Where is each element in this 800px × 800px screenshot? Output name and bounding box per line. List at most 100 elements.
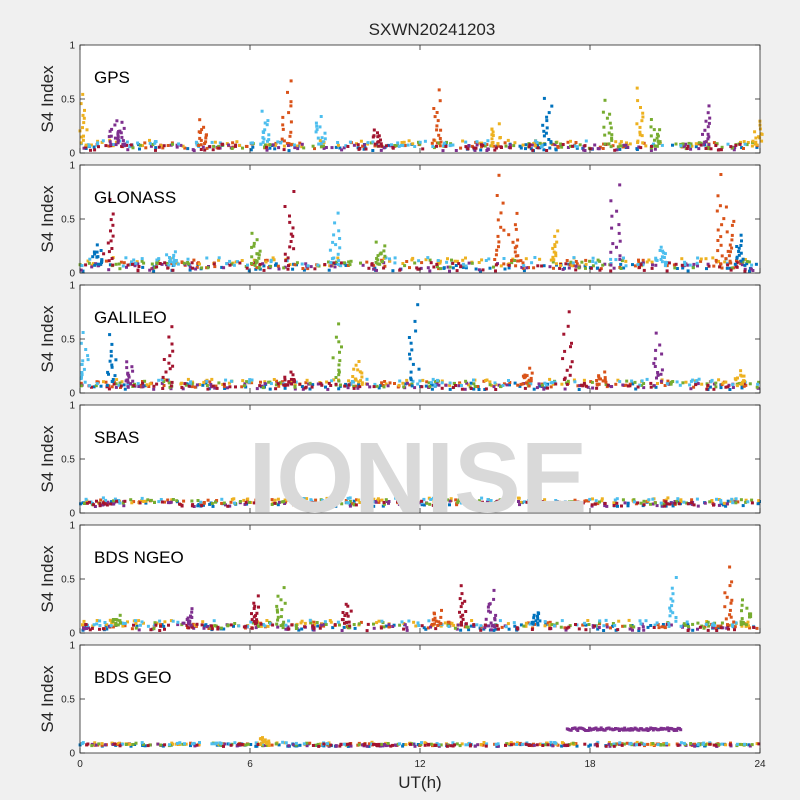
- spike-point: [383, 244, 387, 248]
- baseline-point: [259, 622, 263, 626]
- baseline-point: [473, 744, 477, 748]
- baseline-point: [145, 383, 149, 387]
- spike-point: [502, 228, 506, 232]
- baseline-point: [474, 146, 478, 150]
- baseline-point: [614, 258, 618, 262]
- baseline-point: [453, 259, 457, 263]
- baseline-point: [245, 502, 249, 506]
- panel-points: [81, 565, 759, 633]
- baseline-point: [346, 501, 350, 505]
- spike-point: [114, 622, 118, 625]
- baseline-point: [448, 383, 452, 387]
- baseline-point: [196, 499, 200, 502]
- baseline-point: [696, 264, 699, 268]
- spike-point: [376, 131, 379, 135]
- baseline-point: [162, 384, 166, 387]
- baseline-point: [525, 500, 529, 504]
- baseline-point: [242, 384, 246, 388]
- baseline-point: [733, 625, 737, 629]
- spike-point: [125, 366, 129, 370]
- spike-point: [720, 223, 724, 227]
- baseline-point: [599, 267, 603, 271]
- spike-point: [556, 229, 560, 233]
- spike-point: [258, 737, 262, 741]
- spike-point: [337, 340, 341, 344]
- baseline-point: [286, 498, 290, 502]
- spike-point: [662, 256, 666, 259]
- baseline-point: [225, 262, 229, 266]
- baseline-point: [128, 145, 132, 149]
- baseline-point: [636, 263, 640, 266]
- spike-point: [725, 595, 729, 599]
- y-tick-label: 1: [69, 41, 75, 52]
- baseline-point: [595, 744, 599, 748]
- baseline-point: [686, 502, 690, 506]
- baseline-point: [123, 624, 127, 628]
- baseline-point: [582, 378, 586, 382]
- baseline-point: [687, 141, 691, 145]
- baseline-point: [304, 262, 308, 266]
- baseline-point: [590, 380, 594, 384]
- baseline-point: [518, 384, 522, 388]
- spike-point: [347, 620, 351, 624]
- baseline-point: [324, 146, 328, 149]
- baseline-point: [666, 379, 670, 383]
- baseline-point: [237, 742, 241, 746]
- baseline-point: [79, 381, 83, 385]
- spike-point: [380, 260, 384, 264]
- baseline-point: [679, 144, 683, 148]
- baseline-point: [704, 147, 708, 150]
- baseline-point: [661, 623, 665, 626]
- baseline-point: [250, 381, 254, 385]
- baseline-point: [154, 623, 158, 627]
- baseline-point: [148, 743, 152, 747]
- baseline-point: [289, 497, 293, 501]
- baseline-point: [656, 623, 660, 626]
- panel-points: [78, 173, 758, 273]
- baseline-point: [526, 621, 530, 625]
- spike-point: [262, 137, 266, 141]
- spike-point: [553, 243, 557, 247]
- baseline-point: [141, 265, 145, 269]
- baseline-point: [574, 742, 578, 746]
- baseline-point: [160, 381, 164, 385]
- spike-point: [315, 124, 319, 128]
- spike-point: [126, 380, 130, 384]
- baseline-point: [221, 383, 225, 386]
- baseline-point: [546, 386, 549, 390]
- baseline-point: [153, 501, 156, 504]
- spike-point: [618, 254, 622, 258]
- baseline-point: [190, 625, 194, 629]
- spike-point: [373, 142, 377, 146]
- baseline-point: [293, 263, 297, 267]
- baseline-point: [418, 379, 422, 383]
- baseline-point: [155, 382, 159, 386]
- baseline-point: [283, 498, 287, 502]
- baseline-point: [708, 500, 712, 504]
- spike-point: [263, 121, 267, 125]
- spike-point: [289, 120, 293, 124]
- spike-point: [110, 342, 114, 346]
- spike-point: [723, 605, 727, 609]
- baseline-point: [209, 385, 213, 389]
- segment-point: [616, 727, 620, 731]
- baseline-point: [271, 256, 275, 260]
- spike-point: [345, 612, 349, 616]
- baseline-point: [716, 148, 720, 152]
- baseline-point: [283, 502, 287, 505]
- spike-point: [323, 131, 327, 135]
- spike-point: [532, 613, 536, 617]
- baseline-point: [612, 744, 616, 748]
- baseline-point: [572, 256, 576, 260]
- baseline-point: [616, 628, 620, 632]
- baseline-point: [447, 620, 451, 624]
- baseline-point: [573, 498, 577, 502]
- spike-point: [198, 131, 202, 134]
- spike-point: [120, 120, 124, 124]
- spike-point: [382, 249, 386, 253]
- baseline-point: [725, 261, 729, 265]
- baseline-point: [313, 147, 316, 151]
- baseline-point: [98, 627, 101, 631]
- baseline-point: [255, 387, 259, 391]
- baseline-point: [555, 621, 559, 625]
